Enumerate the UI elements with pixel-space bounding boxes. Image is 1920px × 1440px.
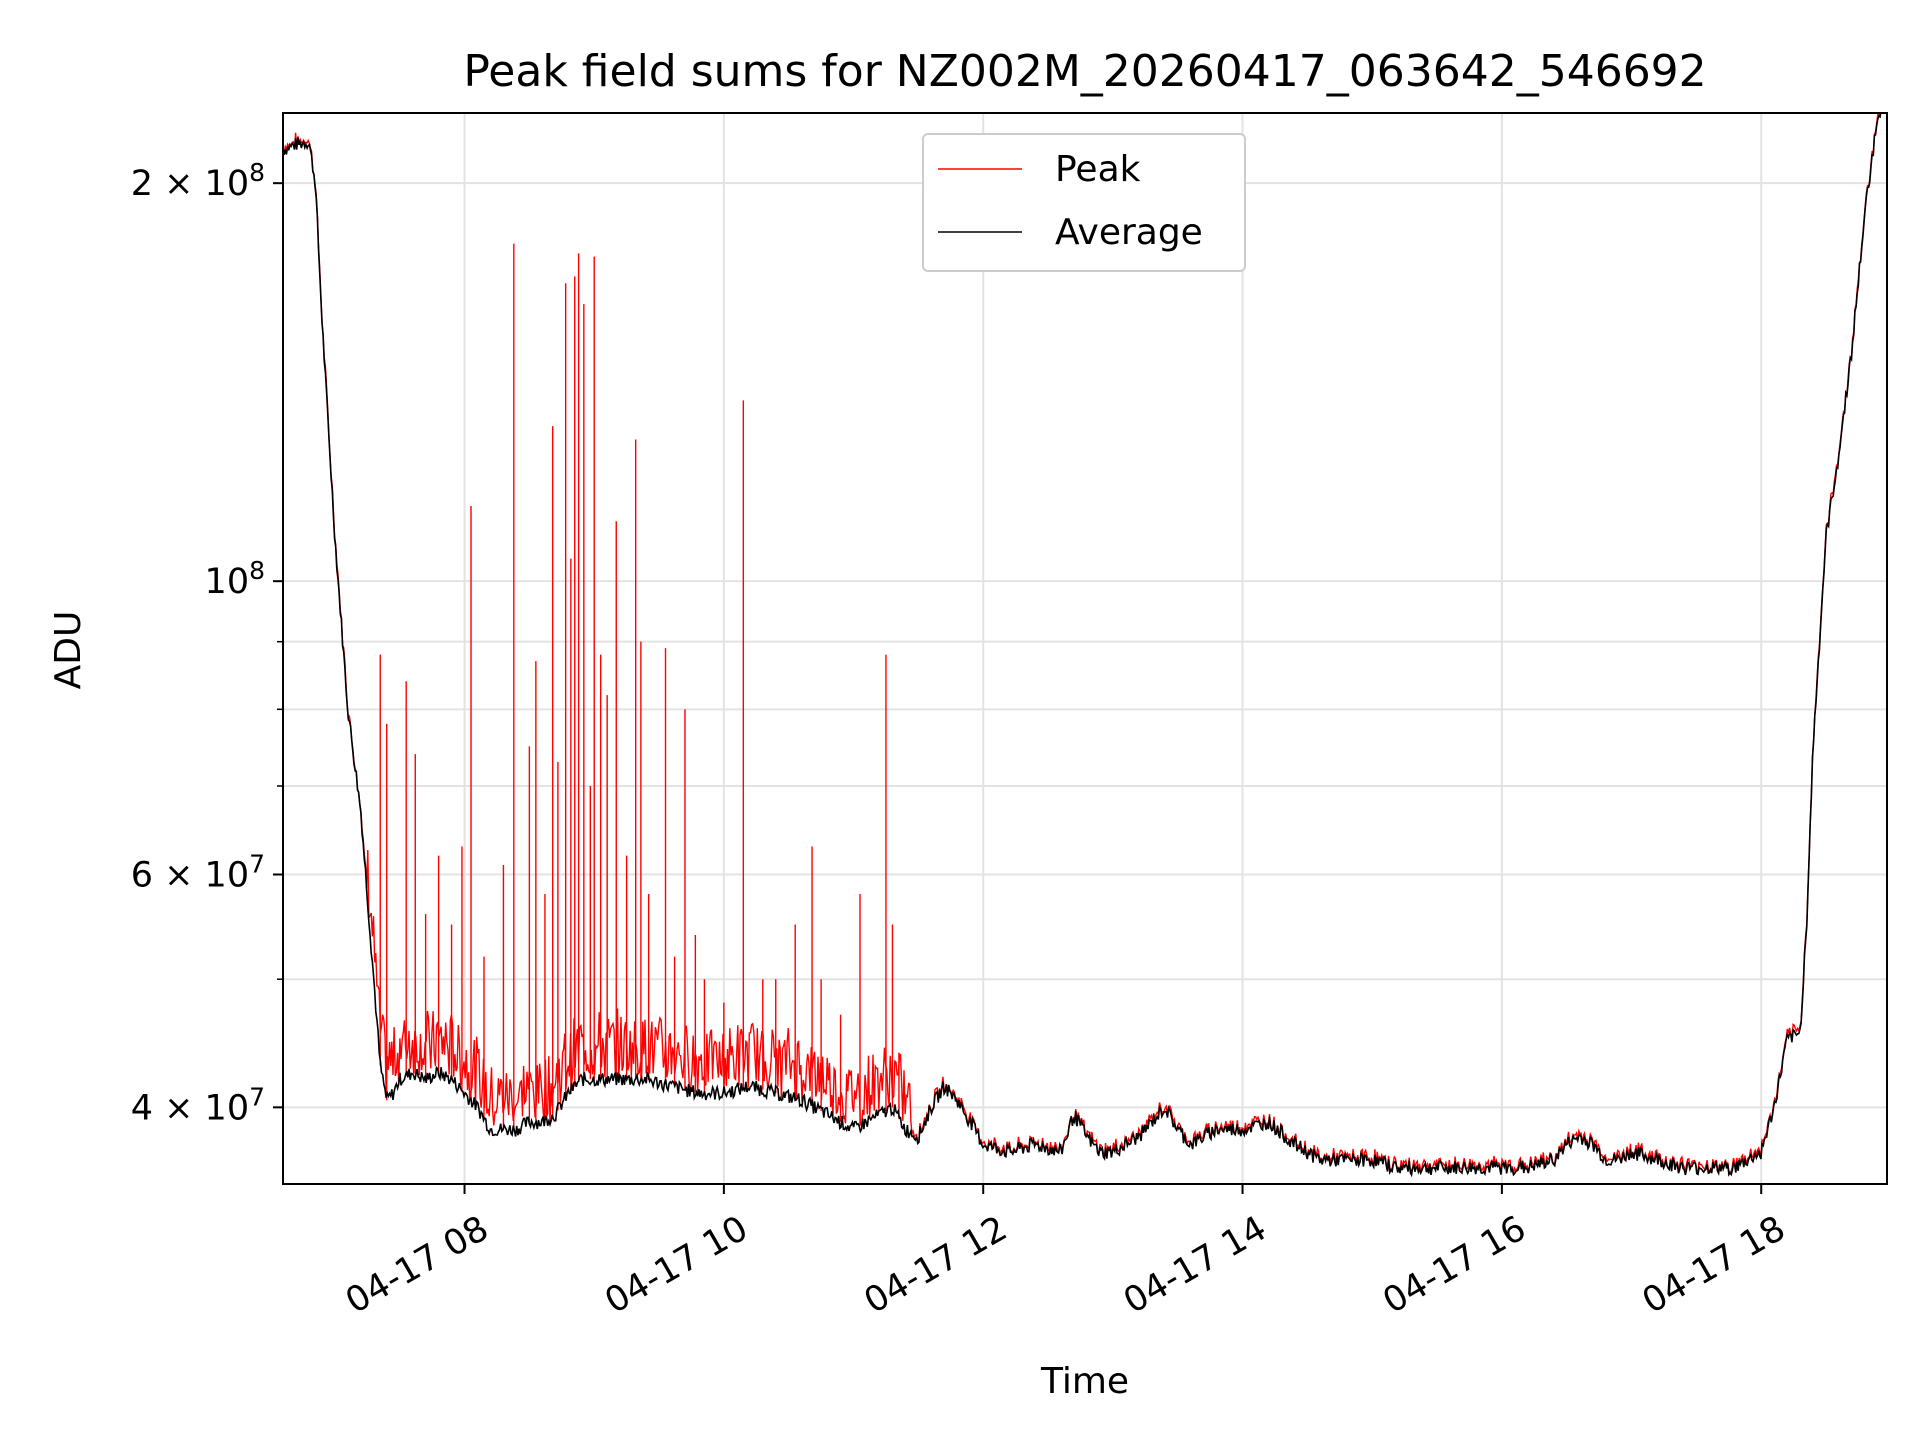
- y-tick-label: 4 × 107: [131, 1082, 265, 1128]
- x-axis-label: Time: [1040, 1361, 1129, 1402]
- y-ticks: 108 2 × 108 4 × 107 6 × 107: [131, 158, 283, 1128]
- average-series-line: [283, 113, 1882, 1178]
- y-tick-label: 108: [205, 556, 265, 602]
- y-axis-label: ADU: [48, 611, 89, 690]
- chart-title: Peak field sums for NZ002M_20260417_0636…: [463, 46, 1706, 97]
- y-tick-label: 2 × 108: [131, 158, 265, 204]
- plot-frame: [282, 112, 1888, 1185]
- legend-peak-label: Peak: [1055, 149, 1141, 190]
- series-layer: [283, 113, 1882, 1178]
- legend: Peak Average: [922, 133, 1246, 272]
- legend-average-label: Average: [1055, 212, 1203, 253]
- y-tick-label: 6 × 107: [131, 850, 265, 896]
